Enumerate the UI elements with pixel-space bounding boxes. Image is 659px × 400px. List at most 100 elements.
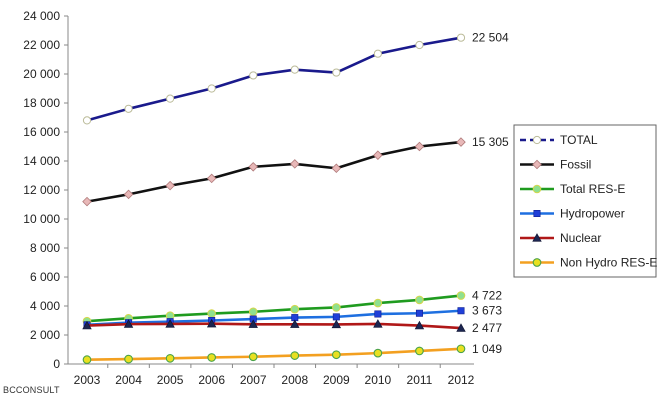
data-point bbox=[415, 346, 424, 356]
data-point bbox=[207, 309, 216, 318]
y-tick-label: 14 000 bbox=[23, 154, 60, 168]
y-tick-label: 12 000 bbox=[23, 183, 60, 197]
y-tick-label: 20 000 bbox=[23, 67, 60, 81]
x-tick-label: 2010 bbox=[365, 373, 392, 387]
data-point bbox=[82, 355, 92, 365]
legend-label: Hydropower bbox=[560, 207, 625, 221]
x-tick-label: 2004 bbox=[115, 373, 142, 387]
data-point bbox=[331, 350, 341, 360]
x-tick-label: 2008 bbox=[281, 373, 308, 387]
data-point bbox=[290, 65, 299, 74]
legend-item: Non Hydro RES-E bbox=[520, 256, 657, 270]
data-point bbox=[124, 354, 133, 364]
data-point bbox=[373, 348, 383, 358]
data-point bbox=[165, 319, 175, 328]
series-total bbox=[82, 33, 466, 125]
data-point bbox=[82, 116, 92, 125]
data-point bbox=[82, 196, 92, 207]
x-axis-ticks: 2003 2004 2005 2006 2007 2008 2009 2010 2011 2012 bbox=[74, 364, 475, 387]
data-point bbox=[124, 104, 133, 113]
y-tick-label: 18 000 bbox=[23, 96, 60, 110]
end-value-label: 4 722 bbox=[472, 289, 502, 303]
y-axis-ticks: 0 2 000 4 000 6 000 8 000 10 000 12 000 14 000 1… bbox=[23, 9, 68, 371]
data-point bbox=[331, 163, 342, 174]
x-tick-label: 2011 bbox=[407, 373, 433, 387]
y-tick-label: 2 000 bbox=[30, 328, 60, 342]
x-tick-label: 2007 bbox=[240, 373, 267, 387]
y-tick-label: 8 000 bbox=[30, 241, 60, 255]
data-point bbox=[207, 353, 217, 362]
series-fossil bbox=[82, 137, 466, 207]
end-value-label: 2 477 bbox=[472, 321, 502, 335]
data-point bbox=[415, 295, 424, 305]
legend-label: Total RES-E bbox=[560, 182, 625, 196]
data-point bbox=[457, 307, 465, 315]
data-point bbox=[248, 319, 258, 328]
y-tick-label: 6 000 bbox=[30, 270, 60, 284]
legend-marker bbox=[532, 258, 542, 267]
data-point bbox=[373, 150, 383, 160]
data-point bbox=[123, 319, 134, 328]
data-point bbox=[373, 319, 383, 328]
x-tick-label: 2012 bbox=[448, 373, 475, 387]
data-point bbox=[165, 353, 175, 363]
series-line bbox=[86, 347, 462, 361]
data-point bbox=[456, 291, 466, 300]
x-tick-label: 2003 bbox=[74, 373, 101, 387]
end-value-label: 1 049 bbox=[472, 342, 502, 356]
end-value-label: 15 305 bbox=[472, 135, 509, 149]
legend-label: TOTAL bbox=[560, 133, 598, 147]
series-line bbox=[86, 322, 462, 330]
data-point bbox=[414, 141, 425, 152]
legend: TOTAL Fossil Total RES-E Hydropower Nuclear N… bbox=[513, 124, 657, 278]
legend-item: TOTAL bbox=[520, 133, 598, 147]
data-point bbox=[414, 320, 425, 330]
data-point bbox=[165, 180, 175, 191]
data-point bbox=[206, 173, 217, 184]
legend-item: Fossil bbox=[520, 158, 591, 172]
data-point bbox=[248, 352, 258, 362]
data-point bbox=[373, 49, 382, 58]
data-point bbox=[290, 319, 300, 328]
series-line bbox=[86, 294, 462, 323]
data-point bbox=[332, 313, 340, 321]
series-non-hydro-res-e bbox=[82, 344, 466, 365]
legend-marker bbox=[532, 135, 542, 145]
data-point bbox=[290, 304, 300, 314]
end-value-label: 3 673 bbox=[472, 304, 502, 318]
legend-label: Fossil bbox=[560, 158, 591, 172]
data-point bbox=[206, 318, 217, 328]
legend-marker bbox=[533, 210, 541, 218]
data-point bbox=[207, 84, 216, 93]
x-tick-label: 2005 bbox=[157, 373, 184, 387]
y-tick-label: 0 bbox=[53, 357, 60, 371]
y-tick-label: 22 000 bbox=[23, 38, 60, 52]
y-tick-label: 16 000 bbox=[23, 125, 60, 139]
legend-item: Total RES-E bbox=[520, 182, 625, 196]
data-point bbox=[456, 33, 466, 42]
data-point bbox=[332, 303, 341, 312]
y-tick-label: 10 000 bbox=[23, 212, 60, 226]
series-group bbox=[82, 33, 466, 365]
y-tick-label: 4 000 bbox=[30, 299, 60, 313]
data-point bbox=[374, 310, 382, 318]
x-tick-label: 2009 bbox=[323, 373, 350, 387]
x-tick-label: 2006 bbox=[198, 373, 225, 387]
legend-item: Nuclear bbox=[520, 231, 601, 245]
data-point bbox=[248, 162, 258, 172]
legend-marker bbox=[532, 159, 542, 170]
series-nuclear bbox=[82, 318, 466, 332]
data-point bbox=[456, 323, 466, 332]
data-point bbox=[456, 344, 466, 354]
data-point bbox=[123, 189, 134, 200]
legend-box bbox=[513, 124, 657, 278]
data-point bbox=[249, 71, 258, 80]
data-point bbox=[290, 159, 300, 169]
data-point bbox=[331, 319, 342, 329]
end-value-label: 22 504 bbox=[472, 31, 509, 45]
data-point bbox=[332, 68, 341, 77]
series-line bbox=[86, 36, 462, 122]
data-point bbox=[415, 309, 423, 317]
